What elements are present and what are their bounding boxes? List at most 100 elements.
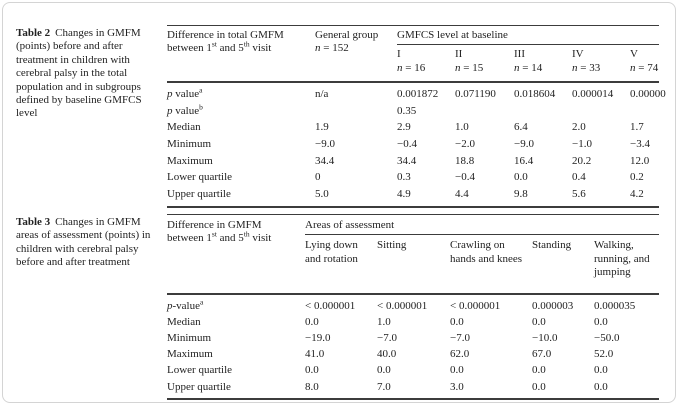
gmfcs-span-header: GMFCS level at baseline	[397, 29, 659, 46]
table-cell: < 0.000001	[377, 299, 428, 312]
level-header: III n = 14	[514, 48, 543, 74]
table-cell: −7.0	[377, 332, 397, 345]
area-header: Sitting	[377, 239, 407, 252]
table-cell: 0.0	[305, 364, 319, 377]
table-cell: 4.9	[397, 187, 411, 200]
table-cell: −7.0	[450, 332, 470, 345]
table3-caption-text: Changes in GMFM areas of assessment (poi…	[16, 216, 151, 269]
table-cell: 3.0	[450, 380, 464, 393]
table-cell: 0.00000	[630, 88, 666, 101]
table-cell: −50.0	[594, 332, 620, 345]
general-group-n: n = 152	[315, 42, 349, 55]
table-cell: −0.4	[455, 171, 475, 184]
table-cell: 0	[315, 171, 321, 184]
table-cell: 12.0	[630, 154, 650, 167]
table-cell: 0.3	[397, 171, 411, 184]
table-cell: 0.000035	[594, 299, 636, 312]
table-cell: 6.4	[514, 121, 528, 134]
table3-caption: Table 3 Changes in GMFM areas of assessme…	[14, 214, 167, 400]
table-cell: 62.0	[450, 348, 470, 361]
table-cell: 0.000014	[572, 88, 614, 101]
table2-stub-line2: between 1st and 5th visit	[167, 39, 272, 55]
table-cell: 18.8	[455, 154, 475, 167]
table-cell: −1.0	[572, 138, 592, 150]
table-cell: 0.0	[450, 364, 464, 377]
row-label: p-valuea	[167, 296, 204, 312]
table2-caption-text: Changes in GMFM (points) before and afte…	[16, 27, 142, 120]
row-label: p valueb	[167, 102, 203, 117]
table-cell: < 0.000001	[305, 299, 356, 312]
table2-header: Difference in total GMFM between 1st and…	[167, 25, 659, 84]
table-cell: 1.9	[315, 121, 329, 134]
table-cell: 5.6	[572, 187, 586, 200]
table-cell: 34.4	[397, 154, 417, 167]
row-label: Median	[167, 315, 201, 328]
table-cell: 9.8	[514, 187, 528, 200]
table-cell: 0.0	[532, 380, 546, 393]
row-label: Median	[167, 121, 201, 134]
table-cell: 0.4	[572, 171, 586, 184]
row-label: Lower quartile	[167, 171, 233, 184]
area-column-headers: Lying down and rotation Sitting Crawling…	[305, 235, 659, 279]
row-label: Maximum	[167, 348, 213, 361]
table-cell: 5.0	[315, 187, 329, 200]
table-cell: −10.0	[532, 332, 558, 345]
table-cell: 41.0	[305, 348, 325, 361]
table-cell: 0.0	[532, 364, 546, 377]
table-cell: 4.2	[630, 187, 644, 200]
table-cell: 52.0	[594, 348, 614, 361]
table-cell: 0.0	[450, 315, 464, 328]
table2-body: p valuea n/a 0.001872 0.071190 0.018604 …	[167, 83, 666, 209]
level-header: IV n = 33	[572, 48, 601, 74]
table-cell: n/a	[315, 88, 329, 101]
table-cell	[572, 103, 630, 120]
table2-caption-label: Table 2	[16, 27, 51, 39]
area-header: Lying down and rotation	[305, 239, 358, 265]
table-cell: 0.0	[377, 364, 391, 377]
table-cell: 40.0	[377, 348, 397, 361]
table2-general-group-header: General group n = 152	[315, 29, 379, 55]
table3-header: Difference in GMFM between 1st and 5th v…	[167, 214, 659, 295]
table-cell: 2.0	[572, 121, 586, 134]
table-cell: 0.0	[594, 364, 608, 377]
row-label: Minimum	[167, 138, 212, 150]
table-cell: 0.071190	[455, 88, 496, 101]
table-cell: 8.0	[305, 380, 319, 393]
table-cell: 7.0	[377, 380, 391, 393]
table3-section: Table 3 Changes in GMFM areas of assessme…	[14, 214, 659, 400]
table-cell: −0.4	[397, 138, 417, 150]
table-cell: 0.000003	[532, 299, 574, 312]
row-label: Lower quartile	[167, 364, 233, 377]
table-cell: 1.0	[455, 121, 469, 134]
table-cell	[630, 103, 659, 120]
table-cell	[514, 103, 572, 120]
table-cell	[315, 103, 397, 120]
table3-stub-line2: between 1st and 5th visit	[167, 229, 272, 245]
table-cell: 0.0	[514, 171, 528, 184]
areas-span-header: Areas of assessment	[305, 219, 659, 236]
table-cell	[455, 103, 514, 120]
table3-stub-line1: Difference in GMFM	[167, 219, 262, 231]
row-label: Upper quartile	[167, 187, 231, 200]
table-cell: −9.0	[315, 138, 335, 150]
row-label: Upper quartile	[167, 380, 231, 393]
table-cell: 0.001872	[397, 88, 439, 101]
table-cell: 4.4	[455, 187, 469, 200]
level-header: II n = 15	[455, 48, 484, 74]
table-cell: 0.0	[594, 380, 608, 393]
table3-stub-header: Difference in GMFM between 1st and 5th v…	[167, 219, 305, 280]
table2-caption: Table 2 Changes in GMFM (points) before a…	[14, 25, 167, 208]
table3-body: p-valuea < 0.000001 < 0.000001 < 0.00000…	[167, 295, 659, 400]
table2-section: Table 2 Changes in GMFM (points) before a…	[14, 25, 666, 209]
table-cell: 16.4	[514, 154, 534, 167]
table-cell: 20.2	[572, 154, 592, 167]
table-cell: 0.018604	[514, 88, 556, 101]
table-cell: −19.0	[305, 332, 331, 345]
table-cell: 0.0	[594, 315, 608, 328]
table-cell: 0.0	[305, 315, 319, 328]
